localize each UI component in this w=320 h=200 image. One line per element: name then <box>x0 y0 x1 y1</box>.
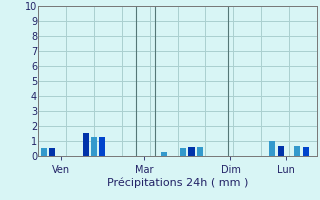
Bar <box>277 146 284 156</box>
Bar <box>180 148 186 156</box>
Bar <box>41 148 47 156</box>
Bar <box>49 148 55 156</box>
Bar <box>197 147 203 156</box>
Bar <box>91 137 97 156</box>
Bar <box>83 133 89 156</box>
Bar <box>161 152 167 156</box>
Bar <box>269 141 275 156</box>
Bar <box>188 147 195 156</box>
Bar <box>303 147 309 156</box>
Bar <box>100 137 106 156</box>
Bar <box>294 146 300 156</box>
X-axis label: Précipitations 24h ( mm ): Précipitations 24h ( mm ) <box>107 178 248 188</box>
